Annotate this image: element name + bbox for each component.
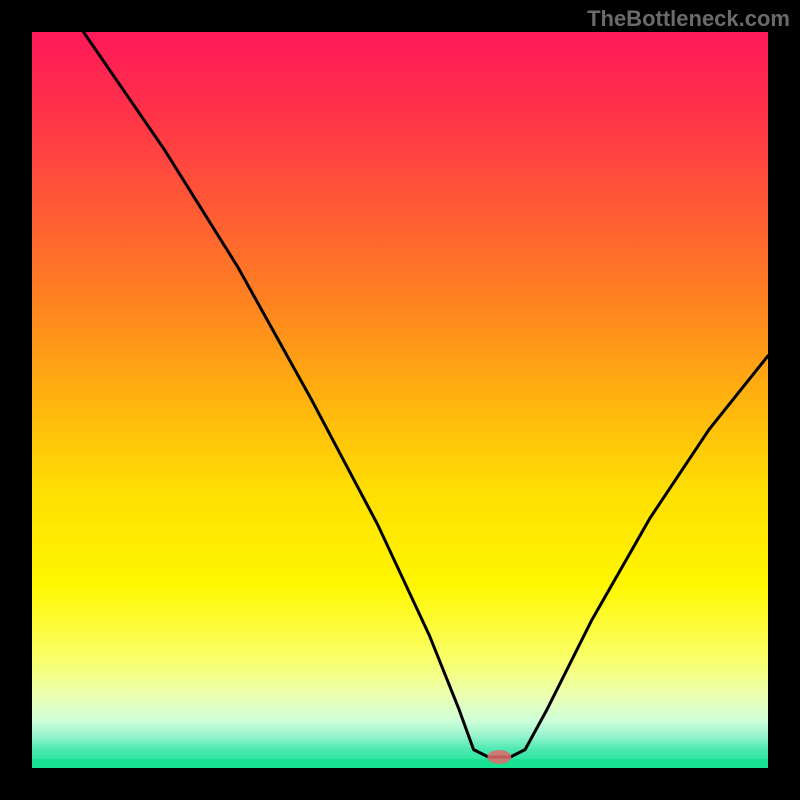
chart-svg — [0, 0, 800, 800]
optimal-marker — [487, 750, 511, 764]
plot-area — [32, 32, 768, 768]
bottom-band — [32, 759, 768, 768]
bottleneck-chart: TheBottleneck.com — [0, 0, 800, 800]
watermark-text: TheBottleneck.com — [587, 6, 790, 32]
